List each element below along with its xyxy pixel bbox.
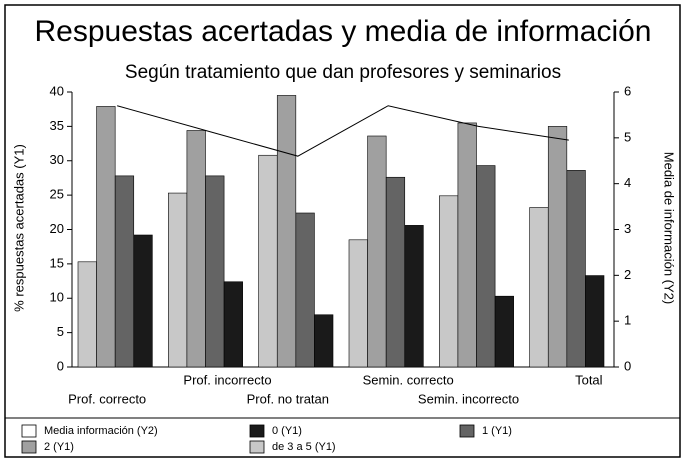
bar — [77, 261, 97, 368]
bar — [186, 130, 206, 368]
legend-label: Media información (Y2) — [44, 425, 158, 437]
x-tick-label: Prof. no tratan — [247, 391, 329, 406]
y2-tick-label: 5 — [624, 129, 631, 144]
legend-label: 2 (Y1) — [44, 441, 74, 453]
chart-subtitle: Según tratamiento que dan profesores y s… — [125, 62, 561, 83]
bar — [439, 195, 459, 368]
y2-tick-label: 1 — [624, 313, 631, 328]
legend-swatch — [249, 424, 265, 438]
legend-label: 0 (Y1) — [272, 425, 302, 437]
y-tick-label: 20 — [50, 221, 64, 236]
y-tick-label: 25 — [50, 187, 64, 202]
x-tick-label: Semin. correcto — [363, 372, 454, 387]
x-tick-label: Total — [575, 372, 603, 387]
bar — [585, 275, 605, 368]
legend-label: 1 (Y1) — [482, 425, 512, 437]
chart-title: Respuestas acertadas y media de informac… — [35, 15, 652, 48]
bar — [367, 135, 387, 368]
legend-swatch — [21, 424, 37, 438]
bar — [314, 314, 334, 368]
bar — [168, 192, 188, 368]
bar — [494, 295, 514, 368]
x-tick-label: Prof. incorrecto — [183, 372, 271, 387]
bar — [348, 239, 368, 368]
bar — [457, 122, 477, 368]
legend-swatch — [459, 424, 475, 438]
y-tick-label: 5 — [57, 324, 64, 339]
y2-tick-label: 0 — [624, 358, 631, 373]
bar — [547, 126, 568, 368]
bar — [529, 207, 549, 368]
y-axis-label: % respuestas acertadas (Y1) — [11, 144, 26, 312]
x-tick-label: Prof. correcto — [68, 391, 146, 406]
bar — [404, 225, 424, 368]
line-series — [117, 105, 569, 157]
y-tick-label: 30 — [50, 152, 64, 167]
bar — [114, 175, 135, 368]
bar — [295, 212, 315, 368]
bar — [133, 234, 153, 368]
bar — [476, 165, 496, 368]
y2-tick-label: 6 — [624, 83, 631, 98]
y2-tick-label: 4 — [624, 175, 631, 190]
bar — [385, 176, 406, 368]
y-tick-label: 10 — [50, 290, 64, 305]
y-tick-label: 15 — [50, 255, 64, 270]
y-tick-label: 35 — [50, 118, 64, 133]
y2-tick-label: 3 — [624, 221, 631, 236]
bar — [566, 170, 586, 368]
x-tick-label: Semin. incorrecto — [418, 391, 519, 406]
bar — [205, 175, 225, 368]
y-tick-label: 0 — [57, 358, 64, 373]
legend-label: de 3 a 5 (Y1) — [272, 441, 336, 453]
bar — [223, 281, 243, 368]
y2-tick-label: 2 — [624, 267, 631, 282]
legend-swatch — [249, 440, 265, 454]
y-tick-label: 40 — [50, 83, 64, 98]
y2-axis-label: Media de información (Y2) — [662, 152, 677, 304]
bar — [258, 154, 278, 368]
bar — [96, 106, 116, 368]
legend-swatch — [21, 440, 37, 454]
bar — [276, 95, 297, 368]
